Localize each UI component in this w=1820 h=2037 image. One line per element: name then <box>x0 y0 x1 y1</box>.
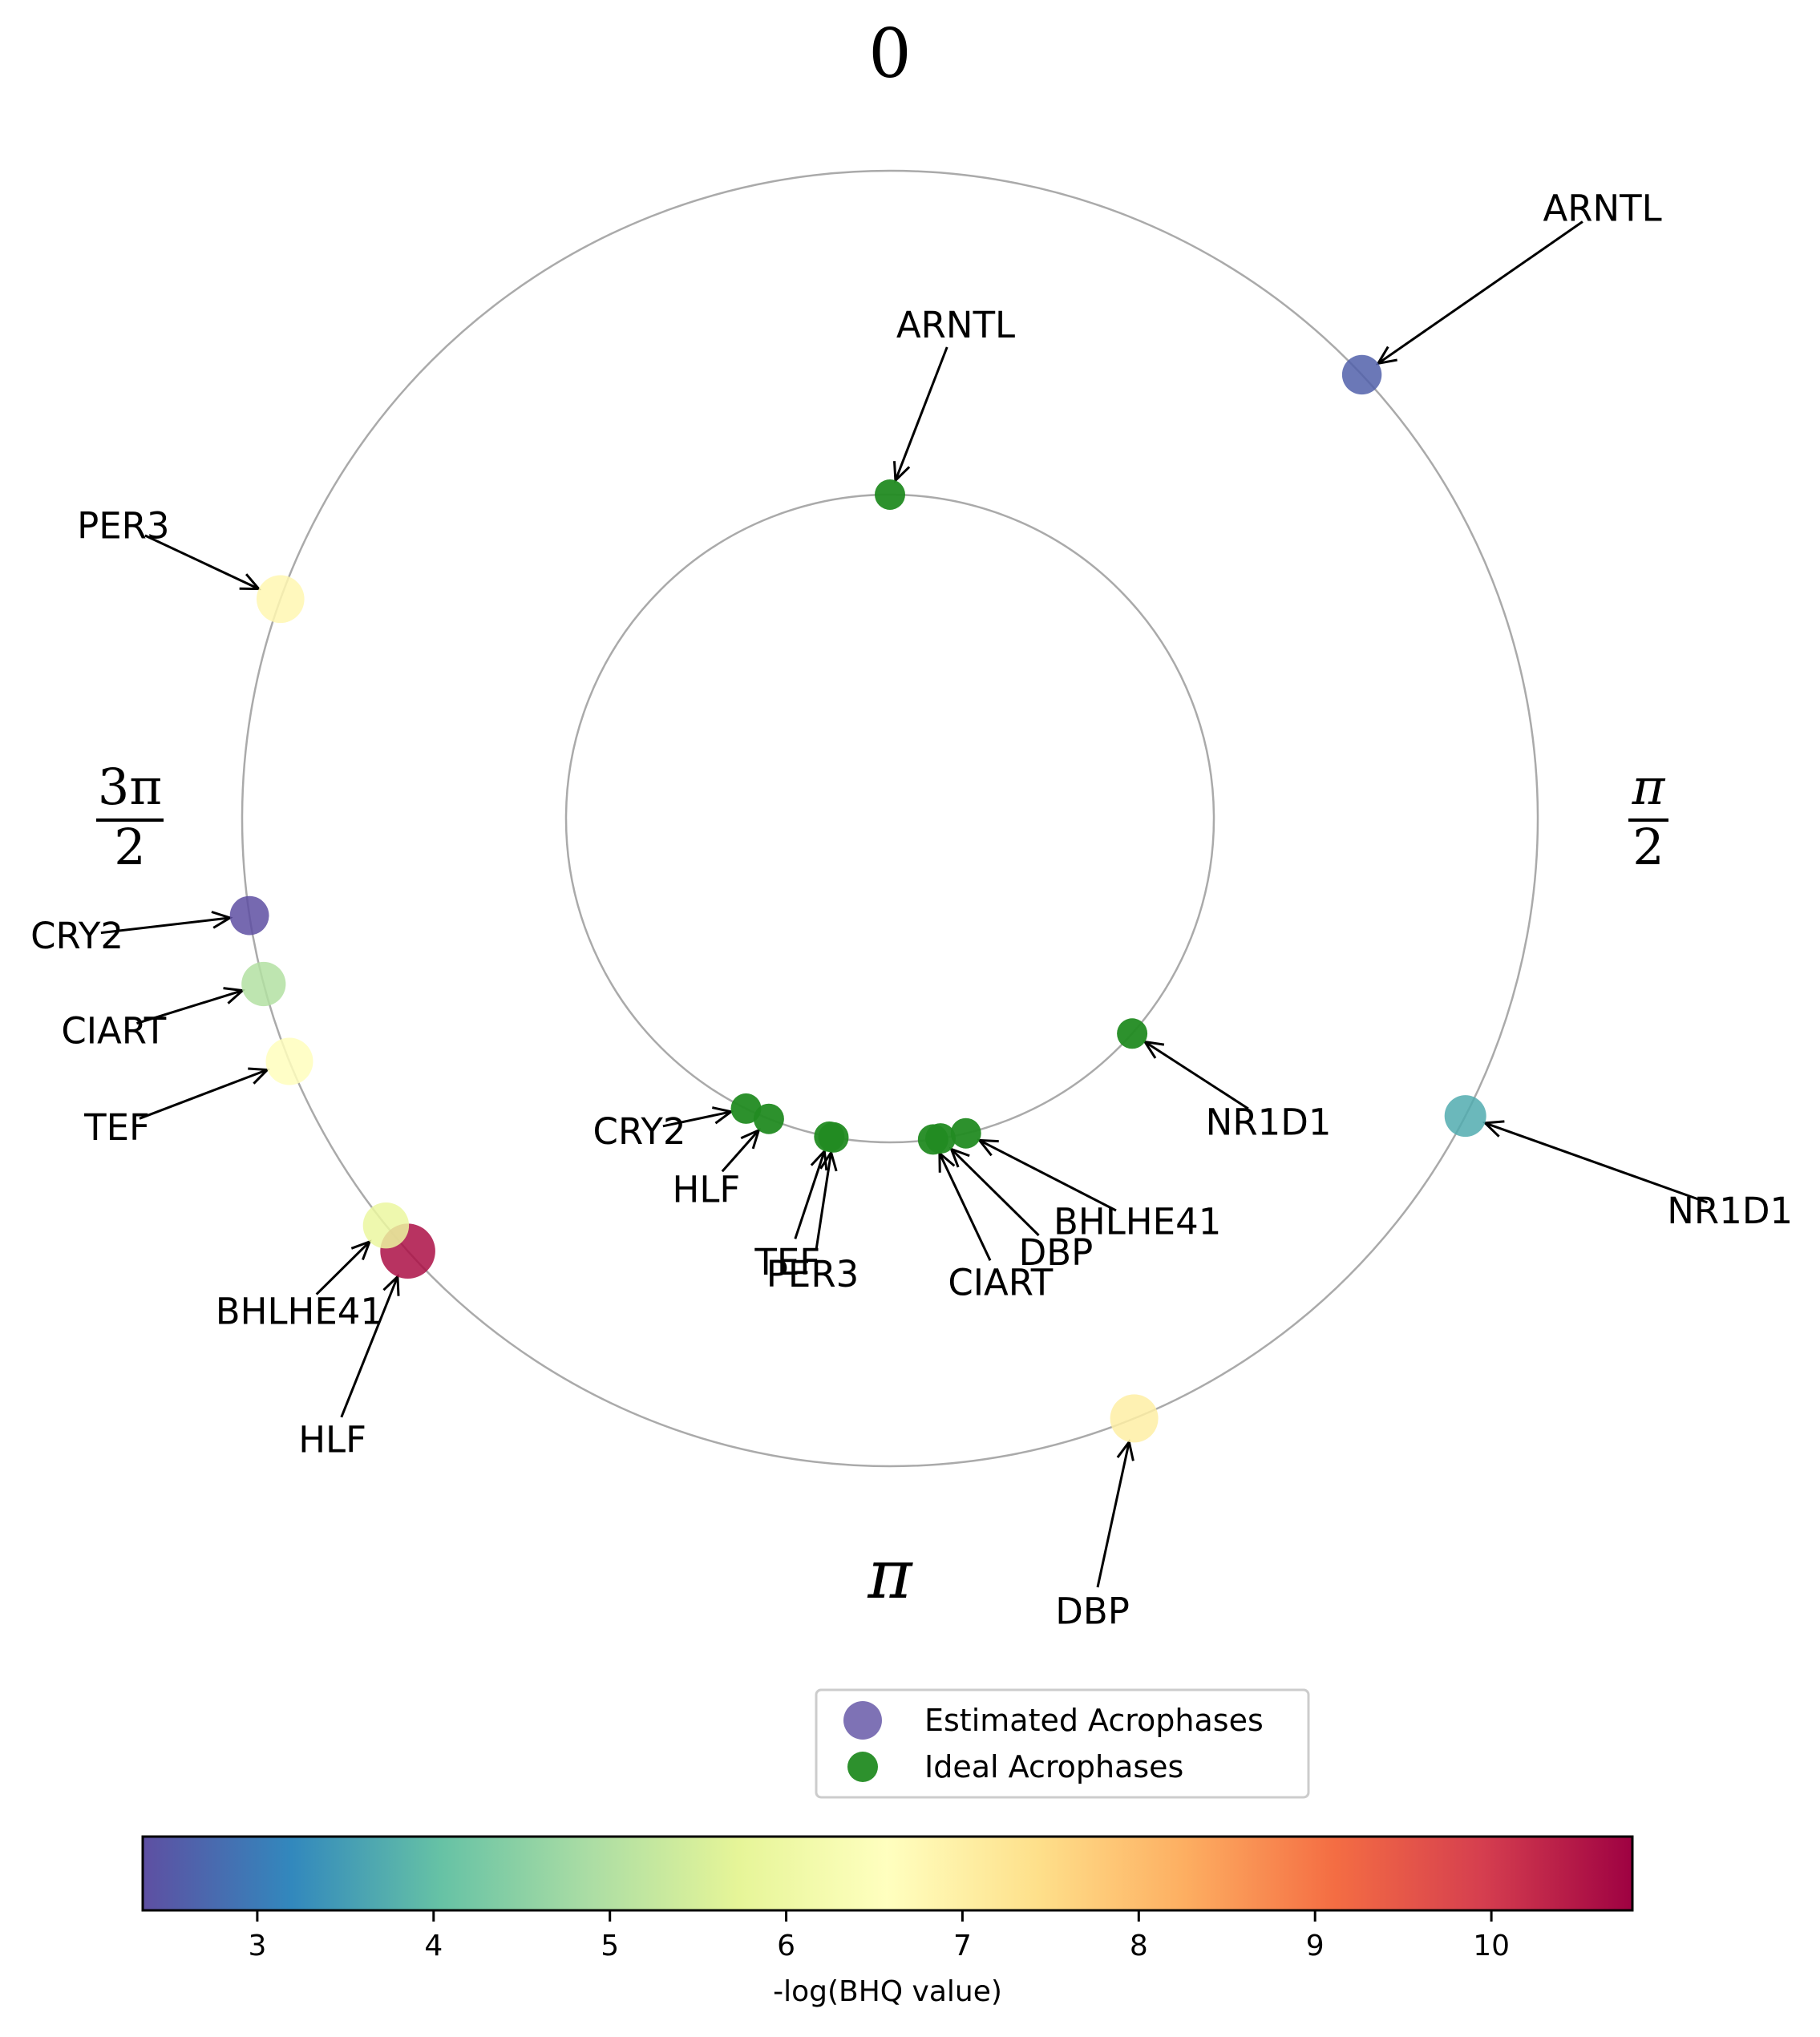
ideal-point-hlf <box>753 1103 784 1134</box>
annotation-arrow <box>721 1128 761 1173</box>
colorbar-tick-label: 6 <box>777 1930 795 1962</box>
annotation-arrow <box>144 534 262 591</box>
colorbar-tick-label: 10 <box>1473 1930 1510 1962</box>
estimated-point-cry2 <box>229 895 269 936</box>
angle-tick-labels: 0 π 2 π 3π 2 <box>96 14 1668 1614</box>
colorbar-gradient <box>141 1835 1634 1912</box>
estimated-point-ciart <box>241 961 286 1007</box>
annotation-arrow <box>948 1146 1040 1237</box>
legend: Estimated Acrophases Ideal Acrophases <box>815 1688 1310 1799</box>
angle-label-half-pi-num: π <box>1632 758 1666 816</box>
colorbar-tick-label: 5 <box>601 1930 619 1962</box>
ideal-label-arntl: ARNTL <box>896 304 1015 346</box>
colorbar: 3 4 5 6 7 8 9 10 -log(BHQ value) <box>141 1835 1634 2008</box>
colorbar-tick-label: 7 <box>953 1930 972 1962</box>
angle-label-three-half-pi-den: 2 <box>114 818 145 876</box>
ideal-label-per3: PER3 <box>766 1253 859 1295</box>
estimated-label-cry2: CRY2 <box>30 915 123 957</box>
annotation-arrow <box>938 1150 992 1261</box>
legend-label-ideal: Ideal Acrophases <box>924 1749 1183 1784</box>
estimated-label-ciart: CIART <box>61 1010 166 1053</box>
colorbar-tick-label: 4 <box>424 1930 443 1962</box>
legend-marker-ideal <box>847 1752 878 1782</box>
angle-label-three-half-pi-num: 3π <box>98 758 162 816</box>
annotation-arrow <box>139 1067 270 1120</box>
ideal-label-bhlhe41: BHLHE41 <box>1054 1201 1221 1243</box>
angle-label-half-pi-den: 2 <box>1632 818 1664 876</box>
ideal-point-arntl <box>875 479 905 510</box>
ideal-point-cry2 <box>730 1093 762 1124</box>
ideal-label-tef: TEF <box>754 1241 820 1283</box>
ideal-point-ciart <box>917 1124 948 1155</box>
estimated-point-tef <box>265 1037 313 1085</box>
annotation-arrow <box>815 1150 838 1251</box>
legend-box <box>815 1688 1310 1799</box>
annotation-arrow <box>794 1148 828 1239</box>
estimated-label-nr1d1: NR1D1 <box>1667 1190 1793 1232</box>
estimated-label-tef: TEF <box>83 1106 150 1149</box>
angle-label-pi: π <box>867 1535 913 1614</box>
colorbar-tick-label: 3 <box>248 1930 266 1962</box>
angle-label-three-half-pi: 3π 2 <box>96 758 164 876</box>
annotation-arrow <box>1142 1040 1249 1110</box>
annotation-arrow <box>1375 220 1583 366</box>
annotation-arrow <box>100 911 233 935</box>
angle-label-zero: 0 <box>868 14 911 93</box>
angle-label-half-pi: π 2 <box>1628 758 1668 876</box>
inner-ring <box>564 493 1215 1144</box>
estimated-label-arntl: ARNTL <box>1543 187 1661 229</box>
annotation-arrow <box>662 1106 734 1128</box>
data-points <box>229 354 1486 1443</box>
estimated-point-bhlhe41 <box>362 1202 410 1249</box>
annotation-arrow <box>340 1274 400 1418</box>
colorbar-tick-label: 9 <box>1306 1930 1325 1962</box>
estimated-label-dbp: DBP <box>1055 1590 1130 1632</box>
ideal-label-nr1d1: NR1D1 <box>1206 1101 1332 1143</box>
legend-label-estimated: Estimated Acrophases <box>924 1703 1264 1738</box>
estimated-point-per3 <box>257 575 305 624</box>
polar-plot: ARNTL NR1D1 DBP HLF BHLHE41 TEF CIART CRY2 PER3 A… <box>30 169 1793 1632</box>
ideal-point-bhlhe41 <box>950 1118 981 1149</box>
annotation-arrow <box>136 987 245 1025</box>
colorbar-label: -log(BHQ value) <box>773 1975 1002 2008</box>
estimated-point-dbp <box>1110 1394 1159 1443</box>
ideal-label-cry2: CRY2 <box>593 1110 686 1153</box>
annotation-arrow <box>1482 1120 1709 1204</box>
estimated-label-bhlhe41: BHLHE41 <box>216 1291 383 1333</box>
ideal-label-hlf: HLF <box>673 1169 741 1211</box>
ideal-label-ciart: CIART <box>948 1261 1053 1303</box>
ideal-label-dbp: DBP <box>1019 1231 1094 1274</box>
colorbar-ticks: 3 4 5 6 7 8 9 10 <box>248 1910 1510 1962</box>
annotation-arrow <box>977 1138 1117 1212</box>
estimated-label-hlf: HLF <box>298 1419 366 1461</box>
estimated-point-arntl <box>1341 354 1382 395</box>
ideal-point-nr1d1 <box>1117 1018 1148 1049</box>
outer-ring <box>241 169 1539 1468</box>
legend-marker-estimated <box>843 1701 882 1740</box>
annotation-arrow <box>893 346 948 483</box>
ideal-point-tef <box>814 1121 845 1152</box>
colorbar-tick-label: 8 <box>1130 1930 1148 1962</box>
estimated-label-per3: PER3 <box>77 504 169 547</box>
estimated-point-nr1d1 <box>1444 1095 1486 1138</box>
annotation-arrow <box>315 1239 372 1295</box>
annotation-arrow <box>1096 1439 1134 1588</box>
gene-annotations: ARNTL NR1D1 DBP HLF BHLHE41 TEF CIART CRY2 PER3 A… <box>30 187 1793 1632</box>
